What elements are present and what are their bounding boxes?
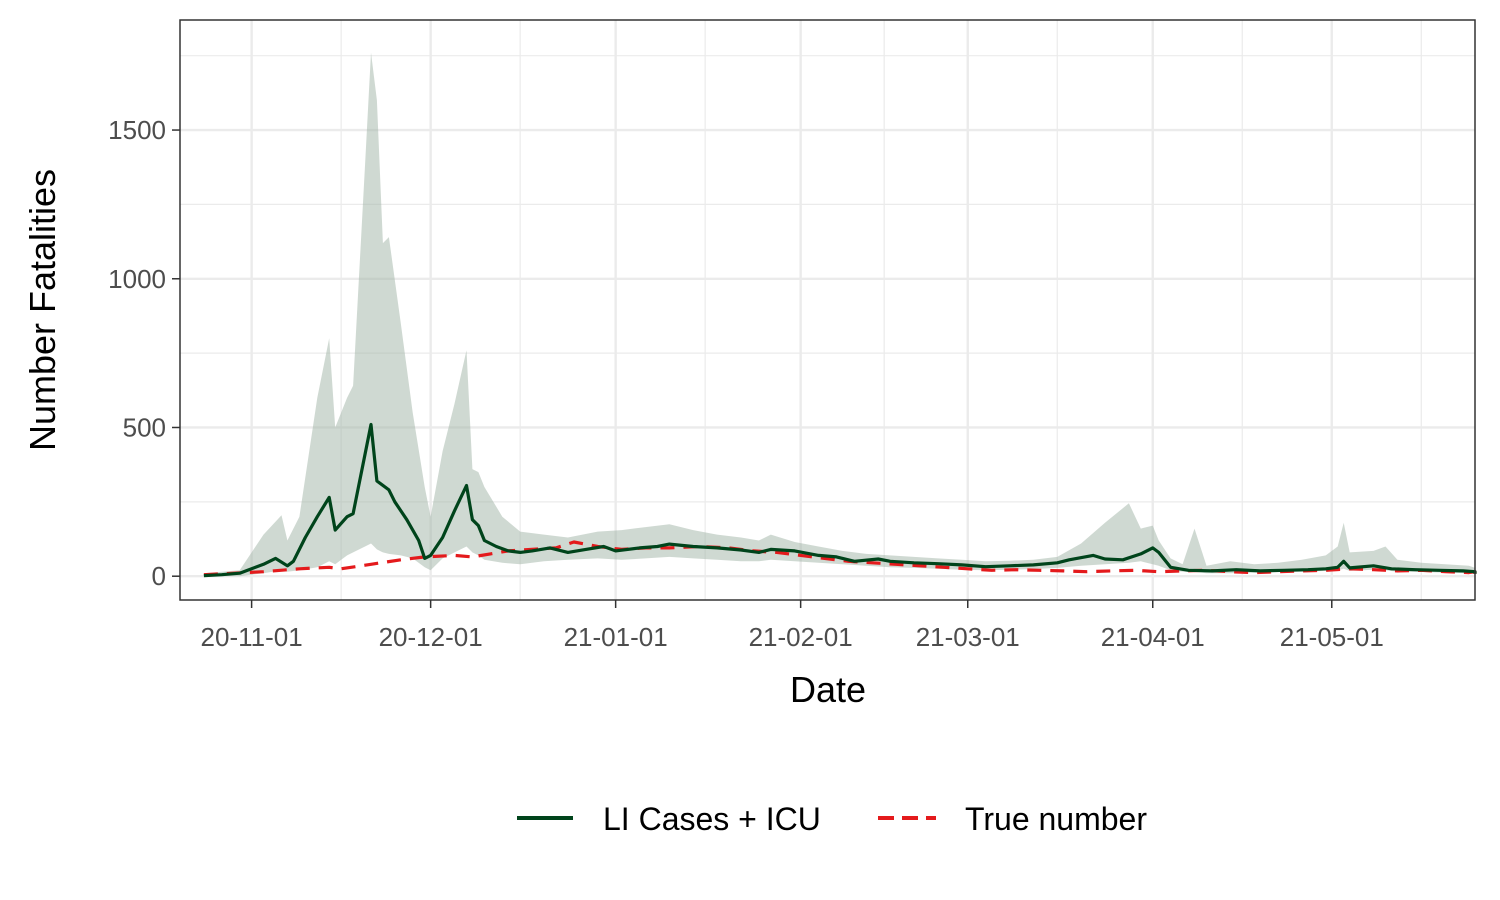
x-axis-title: Date xyxy=(790,669,866,710)
x-tick-label: 21-01-01 xyxy=(564,622,668,652)
confidence-band-layer xyxy=(203,52,1475,577)
x-tick-label: 21-02-01 xyxy=(749,622,853,652)
major-gridlines xyxy=(180,20,1475,600)
x-tick-label: 20-11-01 xyxy=(201,622,303,652)
x-tick-label: 21-05-01 xyxy=(1280,622,1384,652)
y-tick-label: 500 xyxy=(123,412,166,442)
y-tick-label: 1500 xyxy=(108,115,166,145)
legend: LI Cases + ICU True number xyxy=(517,801,1147,837)
y-tick-label: 1000 xyxy=(108,264,166,294)
legend-label-true-number: True number xyxy=(965,801,1147,837)
y-tick-label: 0 xyxy=(152,561,166,591)
y-axis-ticks: 0 500 1000 1500 xyxy=(108,115,180,591)
series-line-li-cases-icu xyxy=(203,422,1477,578)
x-tick-label: 21-04-01 xyxy=(1101,622,1205,652)
y-axis-title: Number Fatalities xyxy=(22,169,63,451)
legend-label-li-cases-icu: LI Cases + ICU xyxy=(603,801,821,837)
x-tick-label: 20-12-01 xyxy=(379,622,483,652)
series-line-true-number xyxy=(203,540,1477,577)
series-layer xyxy=(203,422,1477,578)
confidence-band xyxy=(203,52,1475,577)
x-tick-label: 21-03-01 xyxy=(916,622,1020,652)
panel-border xyxy=(179,19,1476,601)
x-axis-ticks: 20-11-01 20-12-01 21-01-01 21-02-01 21-03-01… xyxy=(201,600,1384,652)
